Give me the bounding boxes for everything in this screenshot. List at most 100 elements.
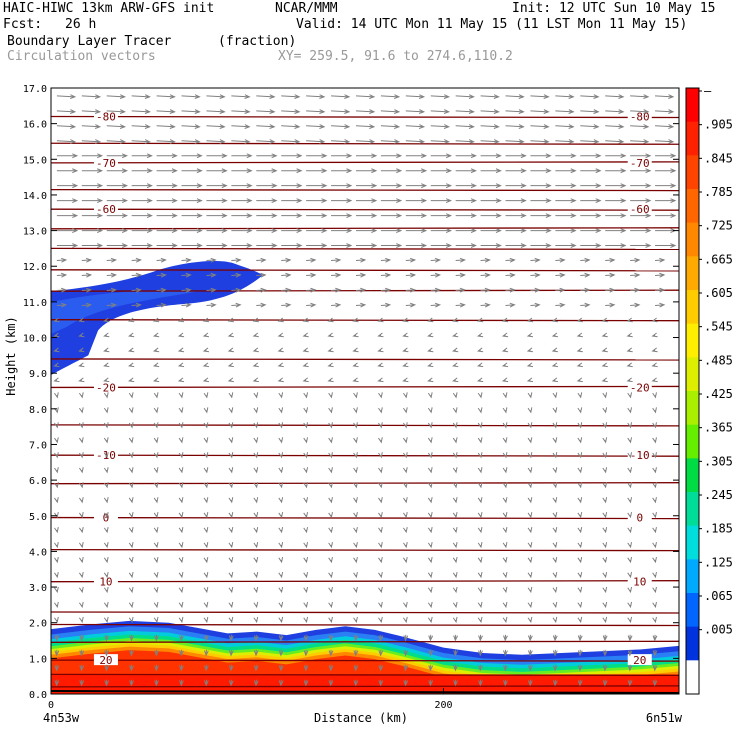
circulation-vector <box>405 228 428 233</box>
isotherm-line-22 <box>50 142 680 145</box>
circulation-vector <box>502 437 508 444</box>
circulation-vector <box>303 586 309 594</box>
circulation-vector <box>378 467 383 474</box>
field1-unit: (fraction) <box>218 34 297 49</box>
circulation-vector <box>405 272 417 278</box>
circulation-vector <box>605 257 616 263</box>
circulation-vector <box>530 213 552 219</box>
circulation-vector <box>203 467 209 474</box>
isotherm-line-15 <box>50 289 680 292</box>
circulation-vector <box>328 664 334 672</box>
circulation-vector <box>278 679 284 687</box>
circulation-vector <box>630 124 650 129</box>
circulation-vector <box>131 124 151 129</box>
circulation-vector <box>228 407 234 414</box>
circulation-vector <box>651 332 658 338</box>
circulation-vector <box>378 634 384 642</box>
circulation-vector <box>103 541 109 549</box>
circulation-vector <box>576 317 583 323</box>
colorbar-label: .125 <box>704 555 733 569</box>
circulation-vector <box>627 586 633 594</box>
circulation-vector <box>331 287 342 293</box>
y-tick-label: 6.0 <box>29 476 47 487</box>
circulation-vector <box>328 586 333 594</box>
circulation-vector <box>303 467 309 474</box>
isotherm-label-5-1: 0 <box>636 512 643 525</box>
circulation-vector <box>54 452 59 459</box>
circulation-vector <box>627 422 633 429</box>
circulation-vector <box>153 422 159 429</box>
circulation-vector <box>54 541 59 549</box>
circulation-vector <box>206 302 217 308</box>
circulation-vector <box>380 257 392 263</box>
circulation-vector <box>576 332 583 338</box>
circulation-vector <box>278 437 284 444</box>
circulation-vector <box>527 679 533 687</box>
circulation-vector <box>655 124 675 129</box>
circulation-vector <box>378 586 383 594</box>
circulation-vector <box>81 213 104 219</box>
colorbar-label: .605 <box>704 286 733 300</box>
circulation-vector <box>353 422 358 429</box>
circulation-vector <box>577 452 583 459</box>
circulation-vector <box>154 649 159 657</box>
circulation-vector <box>630 243 652 248</box>
circulation-vector <box>206 183 228 189</box>
circulation-vector <box>355 168 378 174</box>
circulation-vector <box>56 94 77 100</box>
circulation-vector <box>128 556 134 564</box>
circulation-vector <box>327 317 334 323</box>
circulation-vector <box>378 407 383 414</box>
colorbar-swatch <box>686 256 699 291</box>
circulation-vector <box>627 601 633 609</box>
circulation-vector <box>402 512 408 519</box>
circulation-vector <box>156 228 178 233</box>
circulation-vector <box>353 452 358 459</box>
circulation-vector <box>128 497 134 504</box>
circulation-vector <box>580 257 591 263</box>
circulation-vector <box>56 168 79 174</box>
circulation-vector <box>152 347 160 353</box>
y-tick-label: 11.0 <box>23 298 47 309</box>
circulation-vector <box>602 664 608 672</box>
circulation-vector <box>331 153 353 159</box>
circulation-vector <box>477 556 483 564</box>
circulation-vector <box>402 407 408 414</box>
circulation-vector <box>602 482 608 489</box>
circulation-vector <box>505 109 525 114</box>
circulation-vector <box>530 257 541 263</box>
circulation-vector <box>652 679 658 687</box>
circulation-vector <box>281 109 301 114</box>
circulation-vector <box>178 586 184 594</box>
circulation-vector <box>380 168 403 174</box>
circulation-vector <box>54 497 59 504</box>
circulation-vector <box>128 586 134 594</box>
circulation-vector <box>527 649 533 657</box>
circulation-vector <box>131 287 142 293</box>
circulation-vector <box>81 272 93 278</box>
circulation-vector <box>54 679 60 687</box>
circulation-vector <box>580 124 600 129</box>
y-axis-title: Height (km) <box>4 316 18 395</box>
circulation-vector <box>602 601 608 609</box>
circulation-vector <box>377 362 384 368</box>
circulation-vector <box>327 377 334 383</box>
circulation-vector <box>331 243 353 248</box>
circulation-vector <box>56 139 77 144</box>
circulation-vector <box>81 124 102 129</box>
circulation-vector <box>281 124 301 129</box>
circulation-vector <box>527 541 533 549</box>
circulation-vector <box>452 452 458 459</box>
circulation-vector <box>502 556 508 564</box>
circulation-vector <box>552 616 558 624</box>
circulation-vector <box>601 332 608 338</box>
circulation-vector <box>54 467 59 474</box>
circulation-vector <box>128 407 134 414</box>
circulation-vector <box>78 571 84 579</box>
circulation-vector <box>353 634 359 642</box>
circulation-vector <box>327 347 334 353</box>
circulation-vector <box>152 332 160 338</box>
circulation-vector <box>103 377 110 383</box>
circulation-vector <box>601 347 608 353</box>
circulation-vector <box>353 679 359 687</box>
